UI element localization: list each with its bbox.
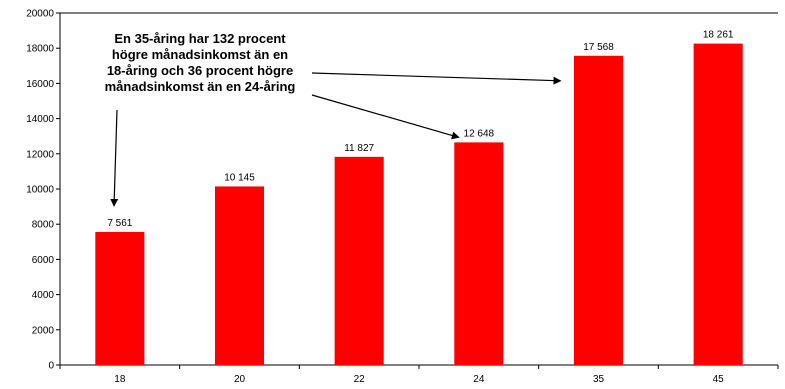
data-label: 18 261 bbox=[703, 30, 734, 41]
data-labels: 7 561 10 145 11 827 12 648 17 568 18 261 bbox=[107, 30, 734, 229]
annotation-line: En 35-åring har 132 procent bbox=[114, 31, 286, 46]
y-tick-label: 14000 bbox=[26, 114, 54, 125]
x-tick-label: 18 bbox=[114, 374, 126, 385]
y-tick-label: 6000 bbox=[32, 255, 55, 266]
annotation-line: högre månadsinkomst än en bbox=[112, 47, 288, 62]
annotation-arrow bbox=[311, 94, 460, 140]
y-tick-label: 18000 bbox=[26, 44, 54, 55]
y-tick-label: 20000 bbox=[26, 9, 54, 20]
x-tick-label: 20 bbox=[234, 374, 246, 385]
bar bbox=[214, 186, 265, 365]
data-label: 17 568 bbox=[583, 42, 614, 53]
y-tick-label: 2000 bbox=[32, 325, 55, 336]
annotation-line: 18-åring och 36 procent högre bbox=[107, 63, 293, 78]
x-tick-label: 22 bbox=[354, 374, 366, 385]
y-tick-label: 10000 bbox=[26, 185, 54, 196]
bar bbox=[95, 231, 145, 365]
data-label: 7 561 bbox=[107, 218, 132, 229]
annotation-line: månadsinkomst än en 24-åring bbox=[105, 79, 296, 94]
y-tick-label: 8000 bbox=[32, 220, 55, 231]
data-label: 11 827 bbox=[344, 143, 374, 154]
y-tick-label: 16000 bbox=[26, 79, 54, 90]
bar bbox=[573, 55, 624, 366]
y-axis: 0 2000 4000 6000 8000 10000 12000 14000 16000 180… bbox=[26, 9, 778, 372]
x-tick-label: 45 bbox=[713, 374, 725, 385]
bar bbox=[334, 156, 384, 365]
annotation-arrow bbox=[110, 109, 119, 207]
x-tick-label: 24 bbox=[473, 374, 485, 385]
bar bbox=[454, 142, 504, 365]
bar bbox=[693, 43, 743, 366]
y-tick-label: 0 bbox=[48, 361, 54, 372]
x-tick-label: 35 bbox=[593, 374, 605, 385]
y-tick-label: 4000 bbox=[32, 290, 55, 301]
data-label: 10 145 bbox=[224, 172, 255, 183]
x-axis: 18 20 22 24 35 45 bbox=[59, 364, 779, 385]
bars bbox=[95, 43, 743, 366]
data-label: 12 648 bbox=[464, 128, 495, 139]
y-tick-label: 12000 bbox=[26, 149, 54, 160]
annotation-arrow bbox=[311, 72, 562, 85]
